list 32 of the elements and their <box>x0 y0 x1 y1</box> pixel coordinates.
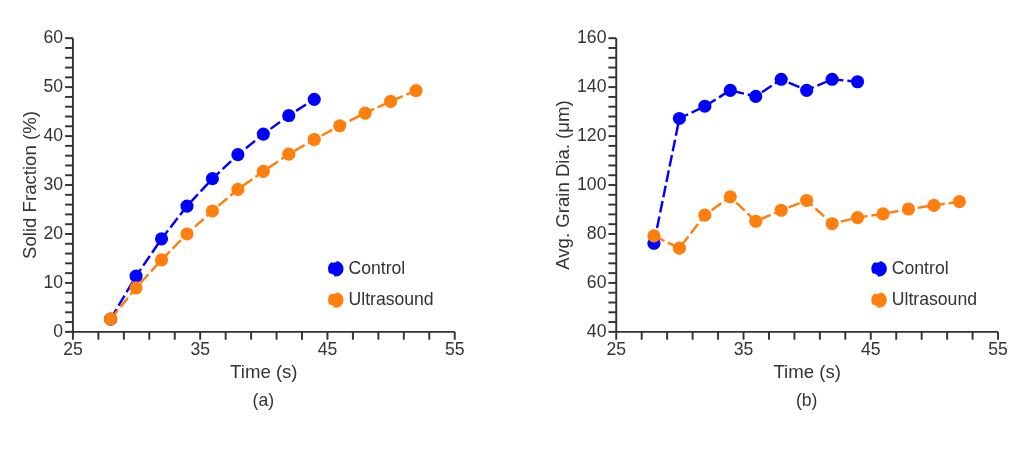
x-tick-label: 45 <box>860 339 881 360</box>
legend-label: Ultrasound <box>891 288 977 309</box>
legend-label: Ultrasound <box>348 288 434 309</box>
x-tick-label: 35 <box>190 339 211 360</box>
y-tick-label: 60 <box>43 27 64 48</box>
x-tick-label: 25 <box>63 339 83 360</box>
y-tick-label: 160 <box>577 27 607 48</box>
x-tick-label: 35 <box>733 339 754 360</box>
x-tick-label: 55 <box>444 339 465 360</box>
text: (b) <box>795 389 818 410</box>
text: (a) <box>252 389 275 410</box>
x-tick-label: 45 <box>317 339 338 360</box>
legend-label: Control <box>891 257 949 278</box>
y-tick-label: 0 <box>53 320 64 341</box>
y-tick-label: 30 <box>43 173 64 194</box>
y-axis-title: Avg. Grain Dia. (μm) <box>552 100 574 270</box>
legend-label: Control <box>348 257 406 278</box>
x-axis-title: Time (s) <box>230 360 298 382</box>
y-tick-label: 10 <box>43 271 64 292</box>
y-tick-label: 140 <box>577 76 607 97</box>
y-tick-label: 40 <box>43 124 64 145</box>
x-tick-label: 55 <box>988 339 1009 360</box>
y-tick-label: 60 <box>586 271 607 292</box>
y-tick-label: 20 <box>43 222 64 243</box>
y-axis-title: Solid Fraction (%) <box>18 111 40 259</box>
y-tick-label: 80 <box>586 222 607 243</box>
y-tick-label: 50 <box>43 76 64 97</box>
y-tick-label: 40 <box>586 320 607 341</box>
x-tick-label: 25 <box>606 339 627 360</box>
y-tick-label: 120 <box>577 124 607 145</box>
x-axis-title: Time (s) <box>773 360 841 382</box>
y-tick-label: 100 <box>577 173 607 194</box>
